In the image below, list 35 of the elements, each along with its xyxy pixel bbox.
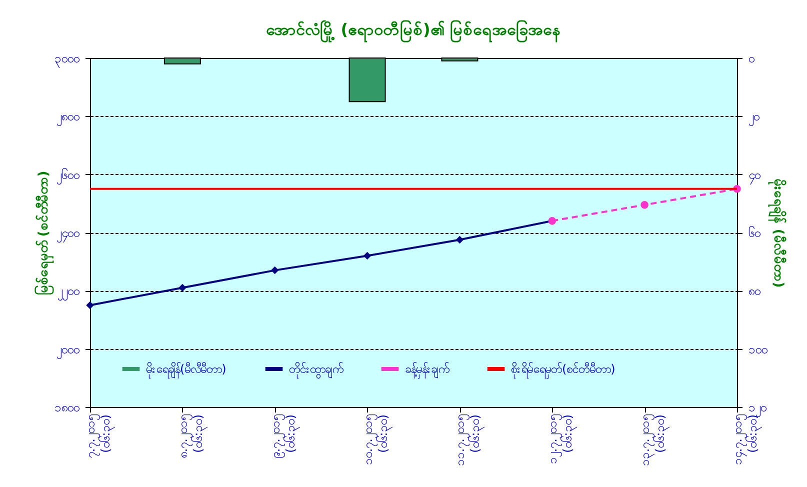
point [456, 236, 464, 244]
y-tick-label: ၁၈၀၀ [54, 400, 80, 414]
x-tick-label: ၈.၇.၂၀၁၅ (၀၆:၃၀) [176, 414, 208, 458]
y2-tick-label: ၂၀ [748, 110, 760, 127]
y2-axis-title: မိုးရေချိန် (မီလီမီတာ) [768, 178, 788, 288]
y2-tick-label: ၈၀ [748, 284, 760, 298]
y2-tick-label: ၆၀ [748, 225, 760, 240]
point [270, 266, 279, 274]
x-tick-label: ၁၄.၇.၂၀၁၅ (၀၆:၃၀) [730, 414, 762, 466]
y-tick-label: ၂၈၀၀ [56, 110, 80, 127]
x-tick-label: ၁၃.၇.၂၀၁၅ (၀၆:၃၀) [638, 414, 670, 466]
point [363, 252, 372, 260]
y-tick-label: ၃၀၀၀ [54, 52, 80, 68]
chart-title: အောင်လံမြို့ (ဧရာဝတီမြစ်)၏ မြစ်ရေအခြေအနေ [266, 19, 561, 43]
legend-label: စိုးရိမ်ရေမှတ်(စင်တီမီတာ) [511, 361, 616, 379]
y-tick-label: ၂၄၀၀ [56, 226, 80, 243]
legend-label: တိုင်းထွာချက် [289, 361, 343, 379]
legend-label: ခန့်မှန်းချက် [405, 361, 449, 379]
legend-label: မိုးရေချိန်(မီလီမီတာ) [146, 361, 226, 379]
point [86, 301, 94, 310]
x-tick-label: ၁၂.၇.၂၀၁၅ (၀၆:၃၀) [546, 414, 578, 464]
y-axis-title: မြစ်ရေမှတ် (စင်တီမီတာ) [34, 170, 54, 296]
y2-tick-label: ၄၀ [748, 168, 760, 185]
y2-tick-label: ၁၀၀ [748, 342, 768, 356]
x-tick-label: ၉.၇.၂၀၁၅ (၀၆:၃၀) [268, 414, 300, 458]
y2-tick-label: ၀ [748, 52, 754, 66]
y-tick-label: ၂၂၀၀ [58, 284, 80, 302]
y-tick-label: ၂၆၀၀ [56, 166, 80, 185]
x-tick-label: ၁၁.၇.၂၀၁၅ (၀၆:၃၀) [453, 414, 486, 466]
y2-tick-label: ၁၂၀ [748, 400, 766, 418]
point [640, 201, 648, 209]
x-tick-label: ၇.၇.၂၀၁၅ (၀၆:၃၀) [84, 414, 116, 458]
y-tick-label: ၂၀၀၀ [56, 342, 80, 360]
x-tick-label: ၁၀.၇.၂၀၁၅ (၀၆:၃၀) [360, 414, 393, 466]
point [178, 284, 186, 292]
